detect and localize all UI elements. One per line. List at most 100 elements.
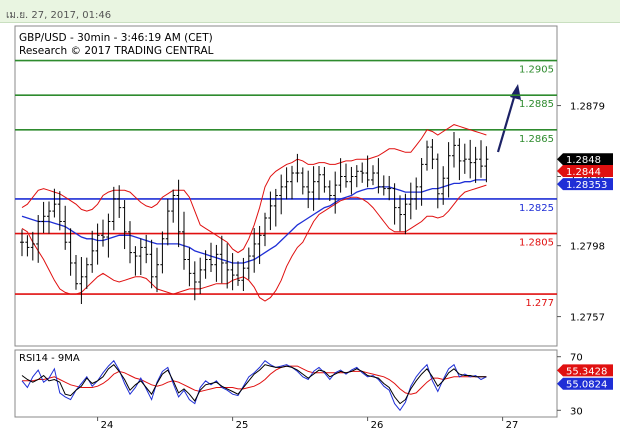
- price-bar: [192, 261, 197, 301]
- price-bar: [484, 146, 489, 183]
- date-bar: เม.ย. 27, 2017, 01:46: [0, 0, 620, 23]
- price-bar: [344, 163, 348, 188]
- y-tick-label: 1.2757: [570, 313, 605, 324]
- rsi-signal-line: [21, 364, 487, 405]
- price-bar: [182, 211, 186, 270]
- forecast-arrow: [496, 84, 521, 153]
- price-bar: [63, 205, 68, 250]
- price-bar: [300, 167, 305, 195]
- price-bar: [468, 139, 473, 179]
- price-badge: 1.28353: [557, 178, 613, 191]
- price-bar: [138, 238, 143, 276]
- price-bar: [462, 143, 467, 174]
- rsi-badge-label: 55.0824: [566, 380, 607, 391]
- price-bar: [144, 234, 149, 264]
- price-bar: [111, 186, 116, 231]
- price-bar: [171, 189, 176, 223]
- price-bar: [322, 166, 327, 193]
- price-badge-label: 1.2848: [566, 155, 601, 166]
- price-bar: [230, 253, 235, 291]
- price-bar: [198, 257, 203, 295]
- price-badge-shape: [557, 164, 613, 177]
- price-bar: [257, 225, 262, 265]
- price-bar: [473, 146, 478, 183]
- price-bar: [52, 188, 57, 218]
- rsi-ma-badge-label: 55.3428: [566, 366, 607, 377]
- price-bar: [84, 257, 89, 289]
- price-bar: [252, 228, 257, 273]
- price-bar: [414, 177, 419, 210]
- rsi-badge: 55.0824: [557, 377, 613, 391]
- price-bar: [430, 138, 435, 170]
- price-bar: [246, 247, 251, 280]
- price-bar: [187, 247, 192, 287]
- price-bar: [452, 131, 456, 168]
- rsi-tick-label: 70: [570, 353, 583, 364]
- price-badge-label: 1.2844: [566, 167, 601, 178]
- price-bar: [25, 235, 30, 257]
- price-bar: [441, 166, 446, 205]
- price-bar: [392, 183, 397, 225]
- price-bar: [317, 165, 321, 200]
- price-bar: [57, 191, 62, 231]
- price-bar: [79, 257, 84, 305]
- price-bar: [327, 180, 332, 202]
- price-bar: [225, 243, 230, 289]
- y-tick-label: 1.2798: [570, 242, 605, 253]
- x-tick-label: 25: [236, 420, 249, 431]
- price-bar: [273, 188, 278, 227]
- price-badge: 1.2844: [557, 164, 613, 178]
- price-bar: [209, 242, 213, 272]
- rsi-ma-badge-shape: [557, 364, 613, 377]
- x-tick-label: 27: [506, 420, 519, 431]
- main-panel: [14, 25, 558, 347]
- price-bar: [290, 165, 294, 200]
- price-bar: [95, 223, 100, 265]
- price-badge-shape: [557, 153, 613, 166]
- chart-title: GBP/USD - 30min - 3:46:19 AM (CET): [19, 32, 213, 44]
- rsi-ma-line: [22, 365, 487, 395]
- price-bar: [408, 182, 413, 220]
- rsi-badge-shape: [557, 377, 613, 390]
- price-bar: [365, 155, 370, 188]
- rsi-tick-label: 30: [570, 406, 583, 417]
- price-bar: [435, 153, 440, 209]
- price-bar: [30, 231, 35, 261]
- price-bar: [295, 153, 300, 183]
- price-bar: [306, 170, 311, 209]
- price-bar: [122, 200, 127, 250]
- level-label: 1.2825: [519, 203, 554, 214]
- level-label: 1.2865: [519, 134, 554, 145]
- price-bar: [381, 175, 386, 196]
- price-bar: [284, 167, 289, 200]
- level-label: 1.277: [525, 298, 554, 309]
- bollinger-lower-line: [21, 184, 487, 302]
- price-bar: [36, 215, 41, 263]
- price-bar: [219, 235, 224, 284]
- price-bar: [268, 191, 273, 231]
- level-label: 1.2885: [519, 99, 554, 110]
- price-bar: [387, 175, 392, 201]
- price-bar: [338, 158, 343, 193]
- price-bar: [106, 213, 111, 258]
- price-bar: [479, 140, 483, 178]
- price-bar: [241, 257, 246, 292]
- price-bar: [165, 198, 170, 246]
- price-bar: [20, 229, 24, 257]
- price-bar: [398, 195, 402, 232]
- price-bar: [203, 250, 208, 279]
- price-badge-label: 1.28353: [566, 180, 607, 191]
- price-bar: [333, 171, 338, 214]
- price-bar: [236, 261, 240, 286]
- price-bar: [349, 166, 354, 195]
- price-bar: [419, 157, 424, 206]
- price-bar: [176, 179, 181, 248]
- price-bar: [376, 158, 381, 194]
- price-bar: [155, 247, 159, 293]
- rsi-label: RSI14 - 9MA: [19, 353, 80, 364]
- price-bar: [90, 230, 95, 273]
- level-label: 1.2905: [519, 65, 554, 76]
- price-bar: [74, 255, 78, 290]
- price-bar: [133, 246, 138, 276]
